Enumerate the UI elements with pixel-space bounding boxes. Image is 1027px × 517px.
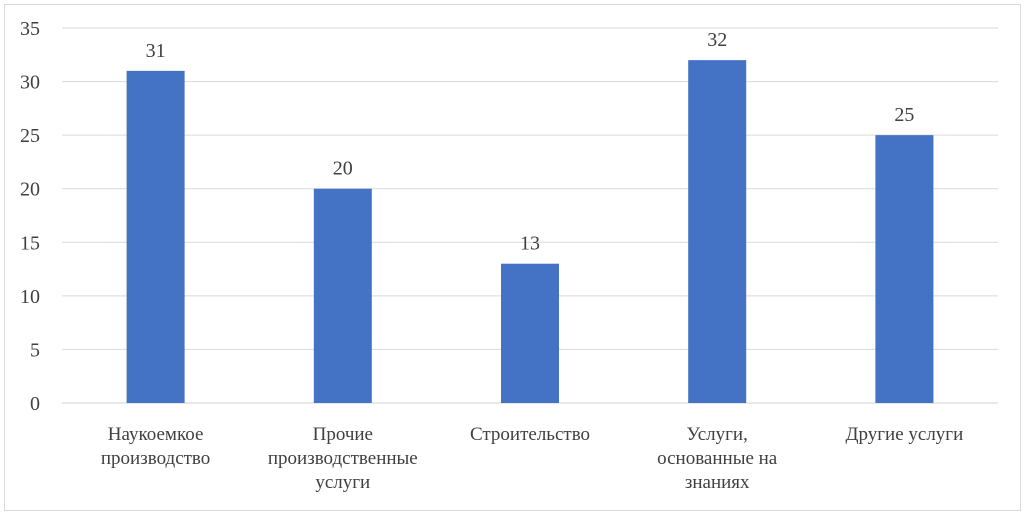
data-label: 25 [894,104,914,126]
x-category-label: Прочие [313,424,373,445]
data-label: 31 [146,40,166,62]
x-category-label: производство [101,448,210,469]
y-tick-label: 30 [20,72,40,94]
data-label: 32 [707,29,727,51]
y-tick-label: 15 [20,232,40,254]
x-category-label: Наукоемкое [108,424,204,445]
x-category-label: Другие услуги [846,424,964,445]
y-tick-label: 35 [20,18,40,40]
x-category-label: основанные на [657,448,778,469]
y-tick-label: 25 [20,125,40,147]
y-tick-label: 0 [30,393,40,415]
y-tick-label: 20 [20,179,40,201]
x-category-label: производственные [268,448,418,469]
bar [313,188,372,403]
x-category-label: Услуги, [687,424,748,445]
y-tick-label: 5 [30,339,40,361]
x-category-label: знаниях [685,472,750,493]
bar [875,135,934,403]
bar [501,263,559,403]
x-category-label: услуги [315,472,370,493]
bar [688,60,747,404]
bar [126,70,185,403]
x-category-label: Строительство [470,424,590,445]
y-tick-label: 10 [20,286,40,308]
data-label: 13 [520,233,540,255]
data-label: 20 [333,158,353,180]
